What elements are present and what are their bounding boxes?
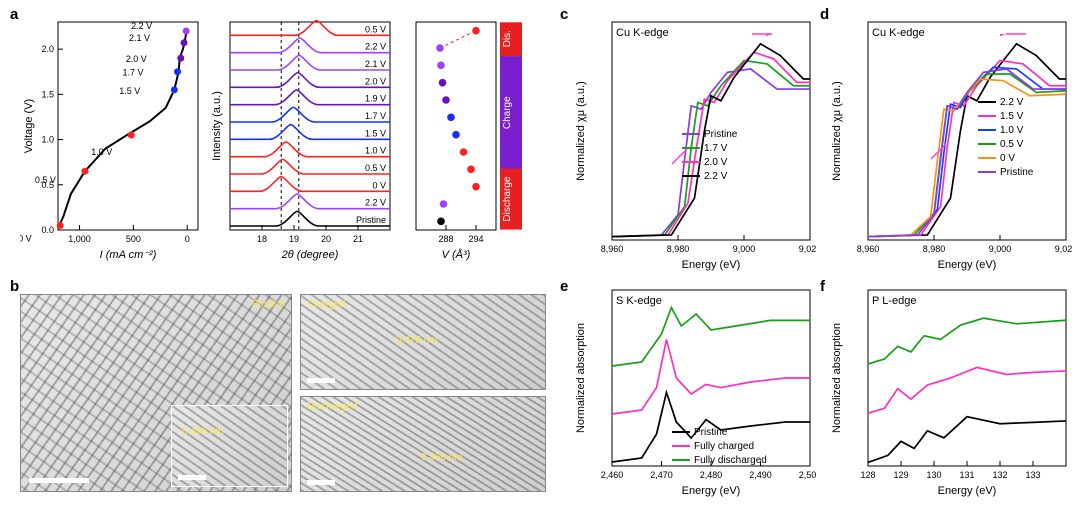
- svg-text:133: 133: [1025, 470, 1040, 480]
- svg-text:V (Å³): V (Å³): [442, 248, 471, 261]
- svg-text:1,000: 1,000: [68, 234, 91, 244]
- svg-text:0: 0: [185, 234, 190, 244]
- svg-text:Normalized absorption: Normalized absorption: [831, 323, 843, 433]
- svg-text:2θ (degree): 2θ (degree): [281, 249, 339, 261]
- panel-b-label: b: [10, 278, 19, 295]
- svg-text:1.5: 1.5: [41, 89, 54, 99]
- svg-text:2.2 V: 2.2 V: [1000, 97, 1024, 108]
- svg-text:1.7 V: 1.7 V: [123, 68, 144, 78]
- svg-text:2.2 V: 2.2 V: [704, 171, 728, 182]
- svg-text:2,490: 2,490: [749, 470, 772, 480]
- svg-text:Pristine: Pristine: [704, 129, 738, 140]
- svg-text:Normalized χμ (a.u.): Normalized χμ (a.u.): [575, 81, 587, 181]
- svg-text:9,020: 9,020: [799, 244, 816, 254]
- svg-text:1.5 V: 1.5 V: [1000, 111, 1024, 122]
- svg-text:Pristine: Pristine: [356, 215, 386, 225]
- svg-text:294: 294: [468, 234, 483, 244]
- svg-text:19: 19: [289, 234, 299, 244]
- svg-text:Cu K-edge: Cu K-edge: [616, 27, 669, 39]
- svg-text:2.2 V: 2.2 V: [365, 198, 386, 208]
- panel-c-label: c: [560, 6, 568, 23]
- svg-text:1.7 V: 1.7 V: [365, 111, 386, 121]
- svg-text:2,500: 2,500: [799, 470, 816, 480]
- svg-text:2,470: 2,470: [650, 470, 673, 480]
- svg-text:130: 130: [926, 470, 941, 480]
- svg-text:1.0 V: 1.0 V: [91, 147, 112, 157]
- svg-text:9,020: 9,020: [1055, 244, 1072, 254]
- svg-text:Energy (eV): Energy (eV): [682, 485, 741, 497]
- svg-text:Cu K-edge: Cu K-edge: [872, 27, 925, 39]
- svg-text:8,980: 8,980: [923, 244, 946, 254]
- svg-text:Pristine: Pristine: [694, 427, 728, 438]
- svg-text:132: 132: [992, 470, 1007, 480]
- panel-c: 8,960 8,980 9,000 9,020 Cu K-edge Energy (eV)…: [572, 14, 816, 274]
- svg-text:0.5 V: 0.5 V: [365, 24, 386, 34]
- svg-text:1.7 V: 1.7 V: [704, 143, 728, 154]
- svg-text:2,460: 2,460: [601, 470, 624, 480]
- svg-text:0.5 V: 0.5 V: [365, 163, 386, 173]
- svg-text:Energy (eV): Energy (eV): [938, 259, 997, 271]
- svg-text:Energy (eV): Energy (eV): [682, 259, 741, 271]
- svg-text:1.0: 1.0: [41, 135, 54, 145]
- svg-text:2.2 V: 2.2 V: [131, 21, 152, 31]
- svg-text:2.0 V: 2.0 V: [126, 54, 147, 64]
- svg-text:128: 128: [860, 470, 875, 480]
- svg-text:S K-edge: S K-edge: [616, 295, 662, 307]
- svg-text:20: 20: [321, 234, 331, 244]
- svg-text:P L-edge: P L-edge: [872, 295, 916, 307]
- svg-text:0 V: 0 V: [20, 233, 32, 243]
- svg-text:2.1 V: 2.1 V: [129, 33, 150, 43]
- svg-text:0 V: 0 V: [1000, 153, 1015, 164]
- svg-text:Pristine: Pristine: [1000, 167, 1034, 178]
- svg-text:1.0 V: 1.0 V: [365, 146, 386, 156]
- panel-e: 2,460 2,470 2,480 2,490 2,500 S K-edge Energy …: [572, 282, 816, 500]
- phase-bar: Dis. Charge Discharge: [500, 22, 522, 230]
- panel-e-label: e: [560, 278, 568, 295]
- svg-text:0.5 V: 0.5 V: [1000, 139, 1024, 150]
- panel-a: 1,00050000.00.51.01.52.00 V0.5 V1.0 V1.5…: [20, 14, 550, 274]
- svg-text:Intensity (a.u.): Intensity (a.u.): [211, 91, 223, 161]
- svg-text:2.2 V: 2.2 V: [365, 42, 386, 52]
- svg-text:1.9 V: 1.9 V: [365, 94, 386, 104]
- svg-text:1.5 V: 1.5 V: [119, 86, 140, 96]
- svg-text:18: 18: [257, 234, 267, 244]
- svg-text:288: 288: [438, 234, 453, 244]
- panel-f-label: f: [820, 278, 825, 295]
- svg-text:0 V: 0 V: [372, 180, 386, 190]
- panel-f: 128 129 130 131 132 133 P L-edge Energy (eV) Nor…: [828, 282, 1072, 500]
- svg-text:8,960: 8,960: [857, 244, 880, 254]
- svg-text:2,480: 2,480: [700, 470, 723, 480]
- svg-text:131: 131: [959, 470, 974, 480]
- svg-text:2.0: 2.0: [41, 44, 54, 54]
- svg-text:2.0 V: 2.0 V: [365, 76, 386, 86]
- svg-text:Energy (eV): Energy (eV): [938, 485, 997, 497]
- svg-text:2.1 V: 2.1 V: [365, 59, 386, 69]
- svg-text:Fully charged: Fully charged: [694, 441, 754, 452]
- svg-text:Normalized χμ (a.u.): Normalized χμ (a.u.): [831, 81, 843, 181]
- tem-pristine: Pristine 0.466 nm: [20, 294, 292, 492]
- svg-text:9,000: 9,000: [989, 244, 1012, 254]
- svg-text:0.5 V: 0.5 V: [35, 175, 56, 185]
- svg-text:I (mA cm⁻²): I (mA cm⁻²): [100, 249, 157, 261]
- tem-charged: Charged 0.478 nm: [300, 294, 546, 390]
- svg-text:0.0: 0.0: [41, 225, 54, 235]
- svg-text:Normalized absorption: Normalized absorption: [575, 323, 587, 433]
- svg-text:129: 129: [893, 470, 908, 480]
- svg-text:500: 500: [126, 234, 141, 244]
- svg-text:Voltage (V): Voltage (V): [23, 99, 35, 153]
- svg-text:Fully discharged: Fully discharged: [694, 455, 767, 466]
- tem-discharged: Discharged 0.466 nm: [300, 396, 546, 492]
- svg-text:8,960: 8,960: [601, 244, 624, 254]
- svg-text:1.5 V: 1.5 V: [365, 128, 386, 138]
- svg-text:9,000: 9,000: [733, 244, 756, 254]
- svg-text:21: 21: [353, 234, 363, 244]
- panel-a-label: a: [10, 6, 18, 23]
- panel-d: 8,960 8,980 9,000 9,020 Cu K-edge Energy (eV)…: [828, 14, 1072, 274]
- svg-text:1.0 V: 1.0 V: [1000, 125, 1024, 136]
- svg-text:2.0 V: 2.0 V: [704, 157, 728, 168]
- svg-text:8,980: 8,980: [667, 244, 690, 254]
